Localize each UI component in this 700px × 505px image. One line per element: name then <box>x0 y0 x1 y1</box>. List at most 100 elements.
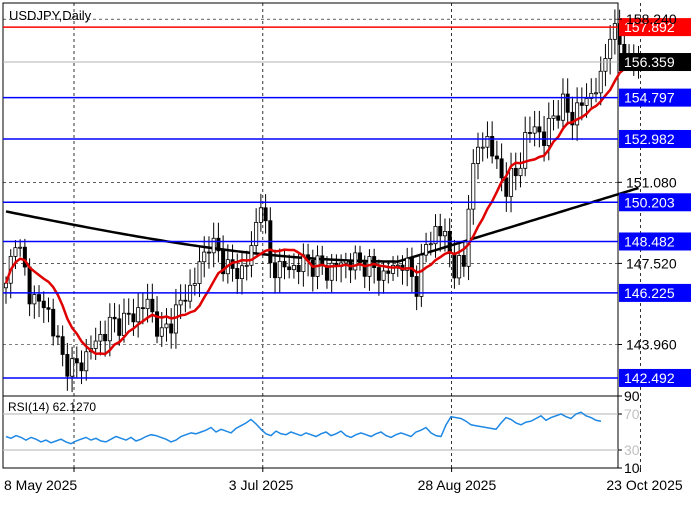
level-label: 152.982 <box>624 131 675 147</box>
level-label-box <box>619 193 691 212</box>
price-tick-label: 143.960 <box>626 337 677 353</box>
time-tick-label: 3 Jul 2025 <box>229 477 294 493</box>
candle-body <box>202 251 207 263</box>
time-tick-label: 28 Aug 2025 <box>418 477 497 493</box>
candle-body <box>277 260 282 279</box>
level-label: 150.203 <box>624 194 675 210</box>
rsi-tick-label: 10 <box>624 460 640 476</box>
level-label: 148.482 <box>624 233 675 249</box>
candle-body <box>565 93 570 113</box>
candle-body <box>235 268 240 280</box>
candle-body <box>74 358 79 364</box>
candle-body <box>527 132 532 134</box>
candle-body <box>169 323 174 334</box>
candle-body <box>603 58 608 72</box>
candle-body <box>452 252 457 279</box>
candle-body <box>296 265 301 273</box>
candle-body <box>254 221 259 246</box>
candle-body <box>65 354 70 377</box>
candle-body <box>494 155 499 160</box>
candle-body <box>183 299 188 302</box>
candle-body <box>589 92 594 99</box>
candle-body <box>509 167 514 197</box>
candle-body <box>37 294 42 302</box>
candle-body <box>206 251 211 254</box>
candle-body <box>570 111 575 126</box>
candle-body <box>216 237 221 252</box>
rsi-tick-label: 90 <box>624 388 640 404</box>
candle-body <box>490 136 495 157</box>
time-tick-label: 8 May 2025 <box>4 477 77 493</box>
level-label-box <box>619 88 691 107</box>
candle-body <box>4 282 9 289</box>
candle-body <box>145 298 150 310</box>
current-price-box <box>619 53 691 72</box>
candle-body <box>155 311 160 337</box>
level-label-box <box>619 232 691 251</box>
candle-body <box>391 264 396 274</box>
candle-body <box>499 158 504 179</box>
candle-body <box>457 255 462 279</box>
candle-body <box>140 307 145 310</box>
candle-body <box>263 207 268 222</box>
candle-body <box>424 244 429 256</box>
level-label-box <box>619 368 691 387</box>
candle-body <box>551 115 556 119</box>
candle-body <box>178 299 183 306</box>
candle-body <box>475 146 480 164</box>
candle-body <box>18 246 23 249</box>
axis-layer: 158.240 151.080 147.520 143.960 156.359 8 May… <box>3 11 691 493</box>
candle-body <box>433 226 438 245</box>
candle-body <box>192 283 197 286</box>
candle-body <box>287 266 292 271</box>
candle-body <box>131 313 136 323</box>
candle-body <box>103 334 108 342</box>
candle-body <box>84 351 89 372</box>
candle-body <box>546 117 551 146</box>
candle-body <box>239 265 244 280</box>
candle-body <box>41 300 46 309</box>
candle-body <box>70 358 75 377</box>
candle-body <box>329 262 334 281</box>
candle-body <box>442 231 447 237</box>
candle-body <box>362 262 367 277</box>
rsi-line <box>5 411 602 445</box>
rsi-tick-label: 70 <box>624 406 640 422</box>
price-tick-label: 147.520 <box>626 255 677 271</box>
rsi-tick-label: 30 <box>624 442 640 458</box>
level-label-box <box>619 18 691 37</box>
candle-body <box>249 245 254 266</box>
price-tick-label: 158.240 <box>626 11 677 27</box>
current-price-label: 156.359 <box>624 54 675 70</box>
candle-body <box>221 250 226 275</box>
candle-body <box>46 307 51 310</box>
candle-body <box>117 318 122 336</box>
candle-body <box>598 70 603 94</box>
candle-body <box>150 298 155 313</box>
rsi-panel-frame <box>2 395 619 469</box>
candle-body <box>60 336 65 355</box>
candle-body <box>126 312 131 315</box>
candle-body <box>381 270 386 281</box>
candle-body <box>357 252 362 263</box>
candle-body <box>291 265 296 271</box>
ma20-layer <box>4 56 640 356</box>
candle-body <box>211 237 216 254</box>
candle-body <box>51 308 56 337</box>
ma20-line <box>4 56 640 356</box>
candle-body <box>159 327 164 337</box>
rsi-layer: 90 70 30 10 <box>3 388 640 476</box>
candle-body <box>414 276 419 297</box>
candle-body <box>518 167 523 177</box>
rsi-label: RSI(14) 62.1270 <box>8 400 96 414</box>
level-label-box <box>619 283 691 302</box>
candle-body <box>523 132 528 169</box>
candle-body <box>372 256 377 269</box>
candle-body <box>343 260 348 264</box>
candle-body <box>612 23 617 40</box>
candle-body <box>504 177 509 197</box>
candle-body <box>55 335 60 338</box>
candle-body <box>405 257 410 271</box>
time-tick-label: 23 Oct 2025 <box>606 477 682 493</box>
candle-body <box>273 262 278 279</box>
